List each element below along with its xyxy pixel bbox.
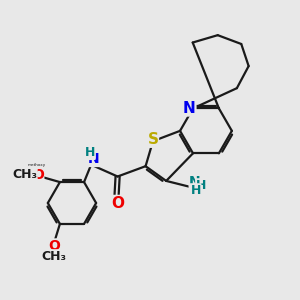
Text: ₃: ₃ — [31, 169, 35, 179]
Text: S: S — [147, 132, 158, 147]
Text: O: O — [30, 167, 42, 181]
Text: CH₃: CH₃ — [41, 250, 67, 263]
Text: H: H — [85, 146, 95, 159]
Text: O: O — [48, 239, 60, 253]
Text: O: O — [111, 196, 124, 211]
Text: N: N — [189, 175, 201, 188]
Text: N: N — [88, 152, 99, 167]
Text: N: N — [183, 101, 196, 116]
Text: H: H — [196, 179, 206, 192]
Text: H: H — [190, 184, 201, 197]
Text: methoxy: methoxy — [27, 163, 46, 167]
Text: O: O — [32, 168, 44, 182]
Text: CH₃: CH₃ — [12, 168, 37, 181]
Text: CH: CH — [14, 169, 32, 179]
